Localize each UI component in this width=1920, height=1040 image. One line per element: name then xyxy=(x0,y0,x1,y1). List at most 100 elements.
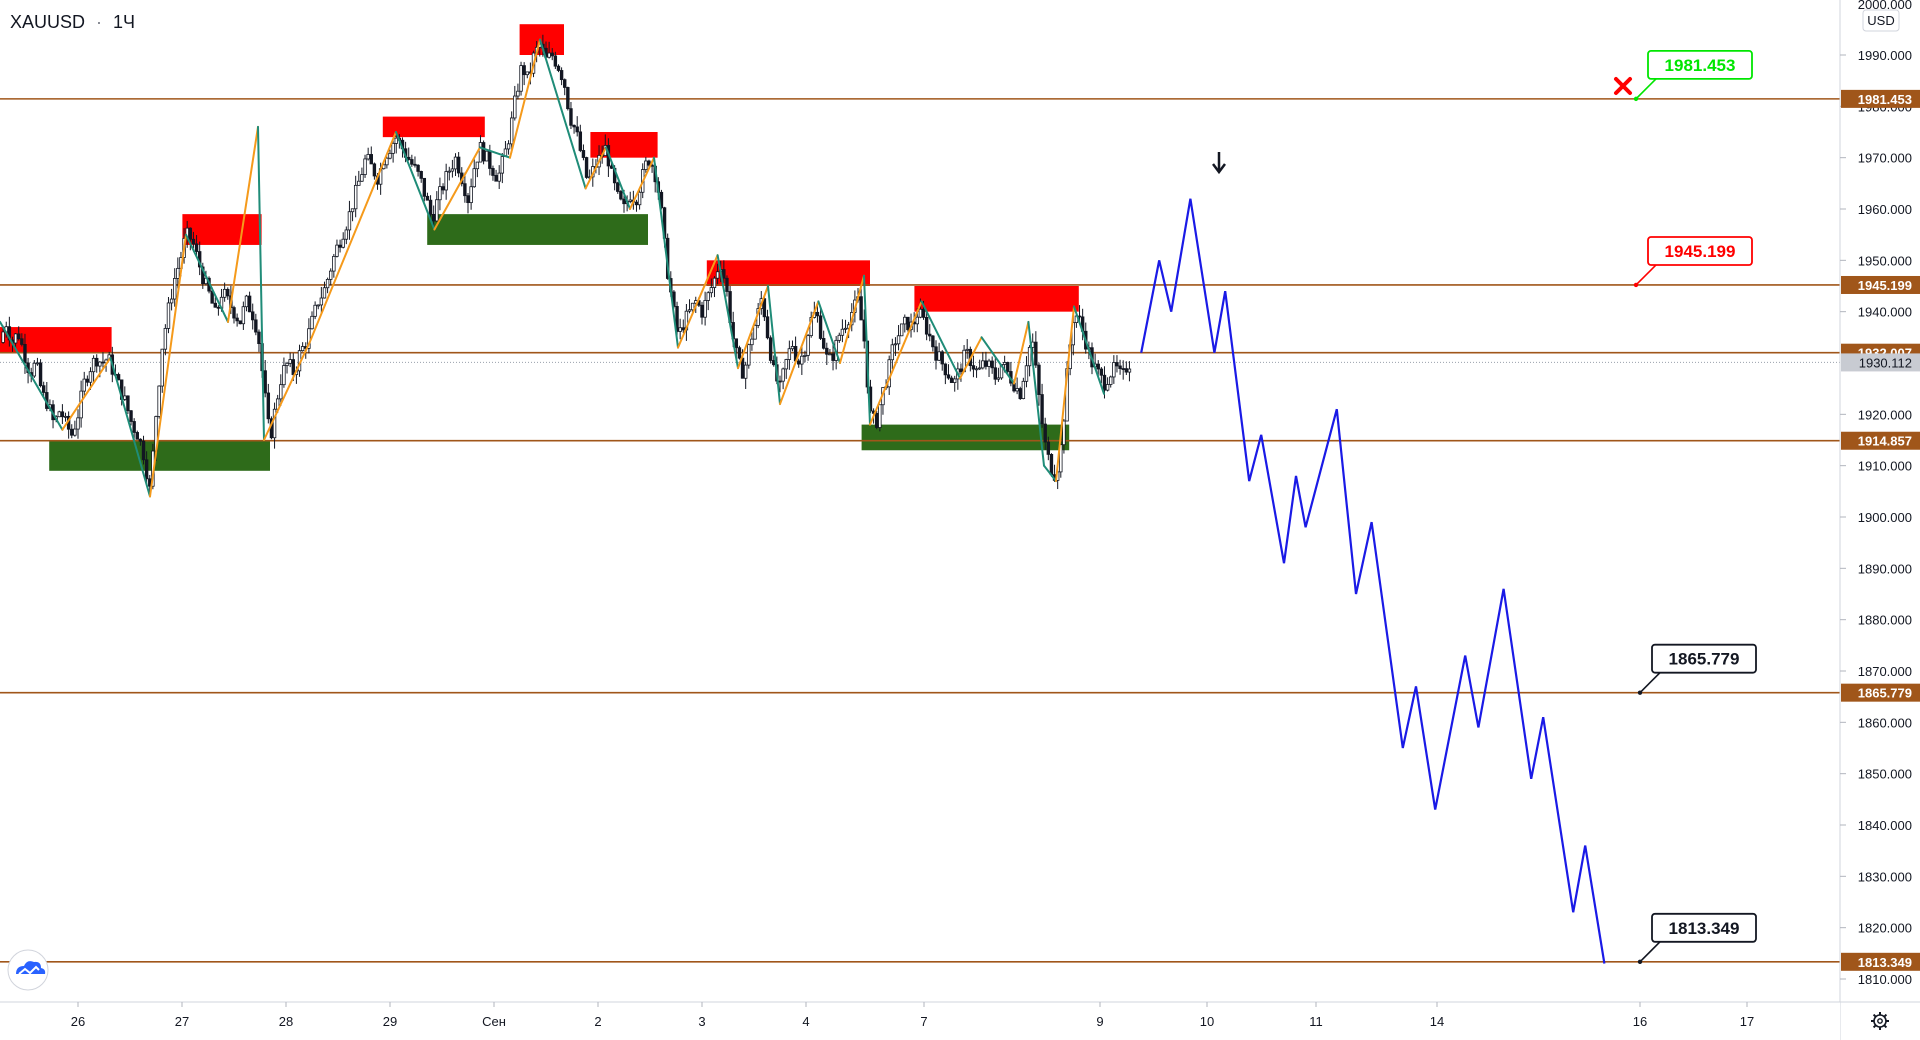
x-tick-label: 11 xyxy=(1309,1014,1323,1029)
x-axis: 26 27 28 29 Сен 2 3 4 7 9 10 11 14 16 17 xyxy=(71,1002,1754,1029)
price-tags-layer: 1981.4531945.1991932.0071914.8571865.779… xyxy=(1841,89,1920,971)
callout-box[interactable] xyxy=(1651,912,1757,943)
callout-box[interactable] xyxy=(1647,49,1753,80)
levels-layer xyxy=(0,98,1840,963)
candle-body xyxy=(17,333,21,340)
callout-box[interactable] xyxy=(1647,236,1753,266)
candle-body xyxy=(431,213,436,222)
candle-body xyxy=(709,287,714,294)
candle-body xyxy=(325,278,330,289)
candle-body xyxy=(569,108,573,126)
y-tick-label: 1860.000 xyxy=(1858,715,1912,730)
forecast-path xyxy=(1140,198,1606,964)
supply-zone xyxy=(706,260,870,286)
candle-body xyxy=(472,168,476,188)
symbol-title[interactable]: XAUUSD · 1Ч xyxy=(10,12,135,32)
x-tick-label: 4 xyxy=(802,1014,809,1029)
x-mark-icon xyxy=(1614,77,1632,95)
candle-body xyxy=(946,374,951,379)
candle-body xyxy=(765,316,770,339)
candle-body xyxy=(921,308,926,318)
time-axis-panel[interactable] xyxy=(0,1002,1840,1040)
callout-box[interactable] xyxy=(1651,643,1757,674)
tradingview-cloud-icon[interactable] xyxy=(7,949,49,991)
x-tick-label: 17 xyxy=(1740,1014,1754,1029)
supply-zone xyxy=(182,214,262,245)
zigzag-segment xyxy=(227,125,259,323)
demand-zone xyxy=(427,214,648,245)
candle-body xyxy=(285,362,289,366)
candle-body xyxy=(619,191,623,200)
candle-body xyxy=(235,317,239,322)
candle-body xyxy=(1006,362,1010,372)
candle-body xyxy=(1027,346,1032,367)
gear-icon[interactable] xyxy=(1871,1012,1889,1030)
candle-body xyxy=(438,186,442,201)
candle-body xyxy=(138,438,143,442)
candle-body xyxy=(513,95,517,119)
candle-body xyxy=(747,344,751,366)
candle-body xyxy=(341,238,345,248)
candle-body xyxy=(497,172,501,182)
candle-body xyxy=(247,295,252,313)
price-axis-panel[interactable] xyxy=(1840,0,1920,1040)
x-tick-label: 3 xyxy=(698,1014,705,1029)
candle-body xyxy=(166,302,171,329)
candle-body xyxy=(924,316,929,335)
candle-body xyxy=(257,331,261,345)
candle-body xyxy=(918,308,923,318)
candle-body xyxy=(447,170,451,173)
candle-body xyxy=(928,333,932,337)
candle-body xyxy=(13,333,18,344)
candle-body xyxy=(878,404,882,428)
y-tick-label: 1950.000 xyxy=(1858,253,1912,268)
candle-body xyxy=(241,306,246,325)
candle-body xyxy=(712,277,717,288)
supply-zone xyxy=(590,132,658,158)
candle-body xyxy=(803,354,807,357)
candle-body xyxy=(1099,368,1104,376)
candle-body xyxy=(388,152,392,159)
candle-body xyxy=(188,227,193,240)
candle-body xyxy=(725,277,729,292)
candle-body xyxy=(35,362,40,365)
y-tick-label: 1890.000 xyxy=(1858,561,1912,576)
candle-body xyxy=(135,432,139,440)
zigzag-segment xyxy=(479,146,511,159)
candle-body xyxy=(88,371,93,383)
zigzag-segment xyxy=(308,131,397,344)
candle-body xyxy=(332,255,336,272)
candle-body xyxy=(843,327,848,330)
symbol-separator: · xyxy=(96,12,102,32)
candle-body xyxy=(828,353,832,356)
zigzag-segment xyxy=(584,146,607,190)
candle-body xyxy=(435,199,439,222)
x-tick-label: 9 xyxy=(1096,1014,1103,1029)
y-axis: 1990.0001980.0001970.0001960.0001950.000… xyxy=(1840,48,1912,987)
candle-body xyxy=(1024,365,1029,382)
zigzag-segment xyxy=(263,341,311,441)
candle-body xyxy=(63,415,68,418)
candle-body xyxy=(350,208,355,213)
candle-body xyxy=(831,353,835,361)
candle-body xyxy=(73,428,77,436)
callout-label: 1865.779 xyxy=(1669,650,1740,669)
callout-label: 1981.453 xyxy=(1665,56,1736,75)
level-price-tag xyxy=(1841,952,1920,971)
y-tick-label: 1850.000 xyxy=(1858,767,1912,782)
candle-body xyxy=(644,160,648,170)
level-price-tag-label: 1813.349 xyxy=(1858,955,1912,970)
candle-body xyxy=(943,363,948,376)
candle-body xyxy=(316,304,320,307)
candle-body xyxy=(1127,368,1132,373)
currency-box[interactable] xyxy=(1862,9,1900,32)
candle-body xyxy=(144,459,149,480)
callout-anchor xyxy=(1637,959,1643,965)
candle-body xyxy=(194,243,199,252)
zigzag-segment xyxy=(959,336,983,380)
candle-body xyxy=(244,295,249,308)
zigzag-segment xyxy=(863,274,871,426)
candle-body xyxy=(475,161,480,170)
candle-body xyxy=(1040,394,1044,425)
